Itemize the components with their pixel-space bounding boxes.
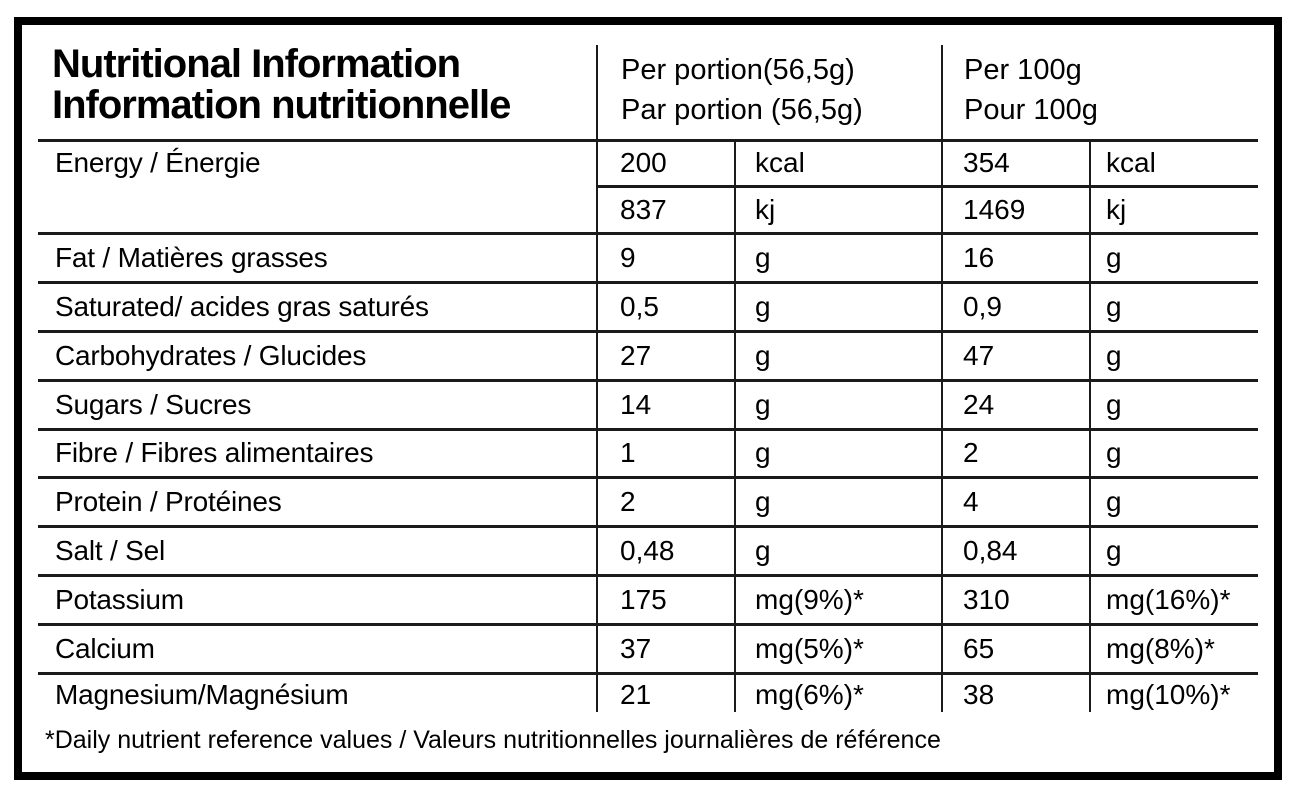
grid-hline — [38, 476, 1258, 479]
table-row: Protein / Protéines 2 g 4 g — [0, 477, 1296, 526]
cell-100g-unit: g — [1106, 388, 1122, 420]
row-label: Carbohydrates / Glucides — [55, 339, 367, 371]
cell-100g-unit: g — [1106, 290, 1122, 322]
cell-portion-unit: g — [755, 388, 771, 420]
grid-hline — [38, 281, 1258, 284]
cell-100g-unit: mg(10%)* — [1106, 678, 1231, 710]
row-label: Fat / Matières grasses — [55, 241, 328, 273]
cell-100g-unit: g — [1106, 534, 1122, 566]
cell-portion-unit: mg(5%)* — [755, 632, 864, 664]
grid-vline-labels-portion — [596, 45, 598, 712]
cell-portion-value: 175 — [620, 583, 667, 615]
grid-hline — [38, 428, 1258, 431]
cell-portion-unit: mg(6%)* — [755, 678, 864, 710]
cell-portion-unit: g — [755, 339, 771, 371]
table-row: 837 kj 1469 kj — [0, 186, 1296, 233]
cell-100g-value: 354 — [963, 147, 1010, 178]
cell-100g-value: 0,84 — [963, 534, 1018, 566]
cell-portion-unit: g — [755, 534, 771, 566]
cell-portion-value: 27 — [620, 339, 652, 371]
row-label: Saturated/ acides gras saturés — [55, 290, 429, 322]
cell-portion-value: 21 — [620, 678, 652, 710]
column-header-per-100g: Per 100g Pour 100g — [964, 54, 1098, 126]
row-label: Energy / Énergie — [55, 147, 261, 178]
table-row: Saturated/ acides gras saturés 0,5 g 0,9… — [0, 282, 1296, 331]
cell-portion-unit: kcal — [755, 147, 805, 178]
column-header-per-portion: Per portion(56,5g) Par portion (56,5g) — [621, 54, 863, 126]
cell-100g-value: 24 — [963, 388, 995, 420]
cell-portion-unit: g — [755, 241, 771, 273]
grid-hline — [38, 525, 1258, 528]
table-row: Fibre / Fibres alimentaires 1 g 2 g — [0, 429, 1296, 477]
cell-portion-value: 200 — [620, 147, 667, 178]
cell-portion-unit: g — [755, 290, 771, 322]
cell-portion-unit: g — [755, 485, 771, 517]
cell-100g-value: 0,9 — [963, 290, 1002, 322]
cell-portion-value: 2 — [620, 485, 636, 517]
table-row: Energy / Énergie 200 kcal 354 kcal — [0, 140, 1296, 186]
grid-hline — [38, 379, 1258, 382]
cell-portion-value: 37 — [620, 632, 652, 664]
grid-hline — [38, 623, 1258, 626]
cell-portion-value: 837 — [620, 193, 667, 225]
cell-100g-unit: g — [1106, 241, 1122, 273]
cell-100g-unit: mg(16%)* — [1106, 583, 1231, 615]
cell-portion-value: 1 — [620, 437, 636, 468]
cell-portion-unit: g — [755, 437, 771, 468]
grid-hline — [38, 330, 1258, 333]
cell-100g-value: 1469 — [963, 193, 1026, 225]
cell-100g-value: 2 — [963, 437, 979, 468]
cell-100g-value: 47 — [963, 339, 995, 371]
cell-100g-unit: kj — [1106, 193, 1127, 225]
row-label: Sugars / Sucres — [55, 388, 252, 420]
row-label: Magnesium/Magnésium — [55, 678, 349, 710]
cell-100g-value: 38 — [963, 678, 995, 710]
row-label: Potassium — [55, 583, 184, 615]
table-row: Calcium 37 mg(5%)* 65 mg(8%)* — [0, 624, 1296, 673]
grid-hline-energy-split — [597, 185, 1258, 188]
table-title: Nutritional Information Information nutr… — [52, 42, 511, 127]
row-label: Calcium — [55, 632, 155, 664]
cell-100g-unit: kcal — [1106, 147, 1156, 178]
cell-100g-value: 16 — [963, 241, 995, 273]
grid-vline-portion-unit — [734, 139, 736, 712]
row-label: Salt / Sel — [55, 534, 166, 566]
table-row: Salt / Sel 0,48 g 0,84 g — [0, 526, 1296, 575]
grid-hline — [38, 232, 1258, 235]
table-row: Fat / Matières grasses 9 g 16 g — [0, 233, 1296, 282]
cell-portion-unit: kj — [755, 193, 776, 225]
grid-hline-header — [38, 139, 1258, 142]
cell-portion-value: 9 — [620, 241, 636, 273]
row-label: Fibre / Fibres alimentaires — [55, 437, 374, 468]
grid-hline — [38, 672, 1258, 675]
cell-portion-unit: mg(9%)* — [755, 583, 864, 615]
cell-100g-unit: mg(8%)* — [1106, 632, 1215, 664]
footnote: *Daily nutrient reference values / Valeu… — [45, 725, 941, 754]
cell-100g-value: 310 — [963, 583, 1010, 615]
cell-portion-value: 0,48 — [620, 534, 675, 566]
cell-100g-value: 4 — [963, 485, 979, 517]
cell-portion-value: 14 — [620, 388, 652, 420]
row-label: Protein / Protéines — [55, 485, 282, 517]
cell-portion-value: 0,5 — [620, 290, 659, 322]
grid-vline-100g-unit — [1089, 139, 1091, 712]
table-row: Potassium 175 mg(9%)* 310 mg(16%)* — [0, 575, 1296, 624]
table-row: Carbohydrates / Glucides 27 g 47 g — [0, 331, 1296, 380]
cell-100g-unit: g — [1106, 437, 1122, 468]
grid-vline-portion-100g — [941, 45, 943, 712]
cell-100g-unit: g — [1106, 485, 1122, 517]
cell-100g-value: 65 — [963, 632, 995, 664]
grid-hline — [38, 574, 1258, 577]
cell-100g-unit: g — [1106, 339, 1122, 371]
table-row: Sugars / Sucres 14 g 24 g — [0, 380, 1296, 429]
table-row: Magnesium/Magnésium 21 mg(6%)* 38 mg(10%… — [0, 673, 1296, 716]
outer-border — [14, 17, 1282, 780]
